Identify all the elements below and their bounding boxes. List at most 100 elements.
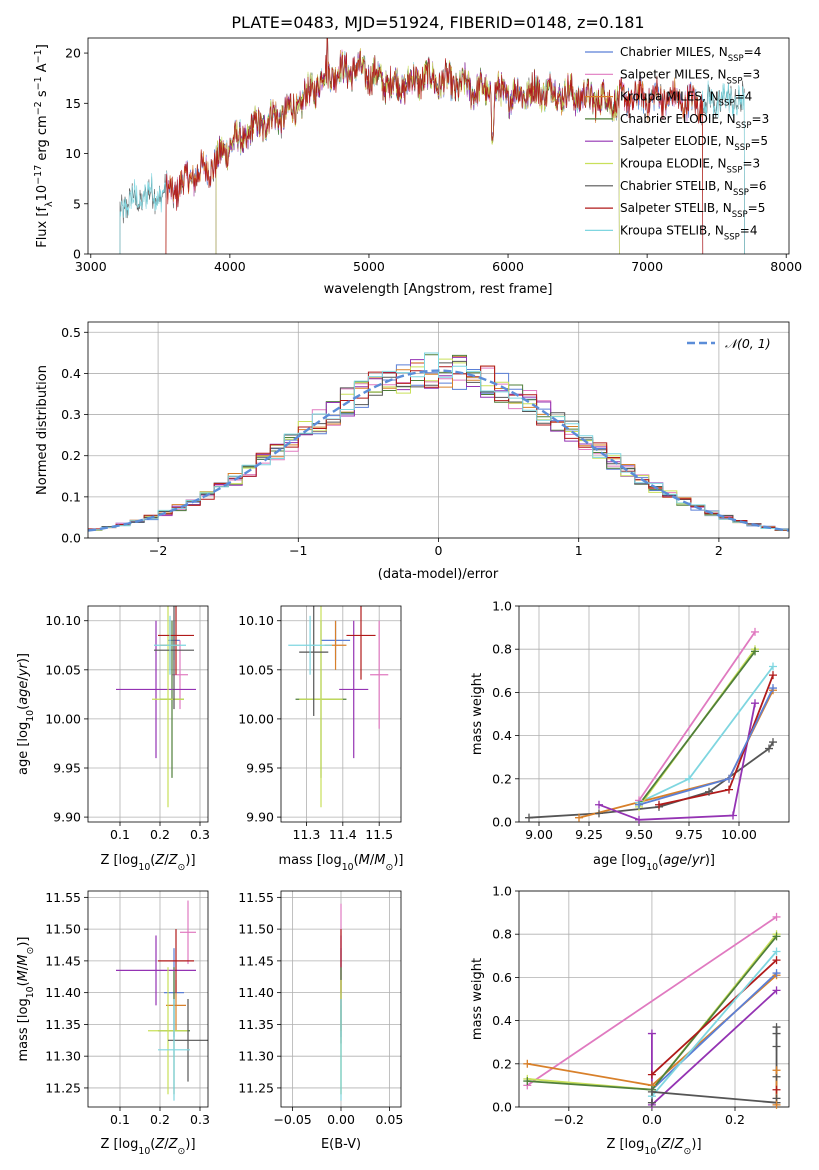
label-part: )] [705, 853, 715, 868]
y-axis-label: mass weight [470, 958, 485, 1040]
x-axis-label: E(B-V) [321, 1137, 361, 1152]
y-tick-label: 11.35 [238, 1017, 274, 1032]
x-tick-label: 0 [435, 543, 443, 558]
label-part: 10 [646, 862, 658, 873]
label-part: ⊙ [25, 947, 36, 955]
legend-label-n: =4 [735, 90, 753, 104]
axes-residuals: −2 −1 0 1 2 0.0 0.1 0.2 0.3 0.4 0.5 𝒩(0, 1) (data-mo… [35, 321, 790, 582]
y-tick-label: 0.8 [492, 642, 512, 657]
legend-label: Chabrier MILES, NSSP=4 [620, 45, 761, 64]
label-part: 10 [35, 185, 50, 202]
gaussian-curve [88, 369, 789, 532]
legend-label: 𝒩(0, 1) [725, 336, 771, 351]
weight-marker-salpeter_elodie [635, 815, 643, 824]
legend-label-n: =6 [749, 179, 767, 193]
label-part: mass [log [16, 998, 31, 1061]
legend-label: Kroupa STELIB, NSSP=4 [620, 223, 758, 242]
weight-marker-chabrier_elodie [523, 1077, 532, 1086]
x-tick-label: 2 [715, 543, 723, 558]
legend-label-main: Kroupa MILES, N [620, 90, 719, 104]
weight-marker-chabrier_stelib [772, 1029, 781, 1038]
weight-marker-kroupa_miles [772, 1100, 781, 1109]
legend-label: Salpeter STELIB, NSSP=5 [620, 201, 765, 220]
label-part: / [16, 676, 31, 681]
legend-label: Salpeter ELODIE, NSSP=5 [620, 134, 768, 153]
legend-label-n: =4 [740, 223, 758, 237]
label-part: / [164, 853, 169, 868]
label-part: ( [16, 981, 31, 986]
y-tick-label: 5 [73, 196, 81, 211]
weight-line-kroupa_stelib [638, 665, 774, 804]
y-tick-label: 0.2 [492, 1056, 512, 1071]
y-tick-label: 0.4 [492, 1013, 512, 1028]
weight-marker-kroupa_miles [523, 1059, 532, 1068]
legend-label-n: =5 [750, 134, 768, 148]
y-tick-label: 11.25 [238, 1080, 274, 1095]
label-part: Z [154, 1137, 165, 1152]
y-tick-label: 0 [73, 247, 81, 262]
label-part: ( [354, 853, 359, 868]
label-part: Z [log [100, 853, 138, 868]
legend-label-n: =5 [748, 201, 766, 215]
y-tick-label: 10.10 [238, 613, 274, 628]
legend-label-sub: SSP [732, 210, 748, 220]
legend-label-sub: SSP [728, 54, 744, 64]
weight-marker-salpeter_elodie [729, 811, 737, 820]
label-part: ⊙ [386, 862, 394, 873]
label-part: Z [168, 853, 179, 868]
label-part: yr [16, 661, 31, 677]
y-tick-label: 9.90 [246, 810, 274, 825]
label-part: / [16, 965, 31, 970]
plot-area [116, 606, 196, 808]
x-tick-label: 7000 [631, 259, 663, 274]
weight-line-chabrier_miles [651, 972, 778, 1091]
weight-marker-chabrier_miles [725, 774, 733, 783]
x-tick-label: 0.05 [375, 1112, 403, 1127]
axes-frame-group: −2 −1 0 1 2 0.0 0.1 0.2 0.3 0.4 0.5 𝒩(0, 1) (data-mo… [35, 321, 790, 582]
x-tick-label: 11.5 [365, 827, 393, 842]
axes-frame [280, 605, 402, 823]
x-tick-label: 10.00 [721, 827, 757, 842]
y-tick-label: 11.55 [238, 890, 274, 905]
axes-frame [87, 37, 790, 255]
weight-marker-chabrier_stelib [769, 738, 777, 747]
axes-age_vs_mass: 11.3 11.4 11.5 9.90 9.95 10.00 10.05 10.10 mass … [238, 605, 404, 873]
y-axis-label: age [log10(age/yr)] [16, 653, 36, 775]
y-tick-label: 11.40 [238, 985, 274, 1000]
y-tick-label: 10.00 [45, 711, 81, 726]
x-tick-label: 0.3 [190, 827, 210, 842]
label-part: M [16, 970, 31, 981]
x-tick-label: 5000 [353, 259, 385, 274]
label-part: Z [log [606, 1137, 644, 1152]
weight-marker-salpeter_elodie [772, 986, 781, 995]
label-part: )] [185, 1137, 195, 1152]
y-tick-label: 0.0 [492, 1100, 512, 1115]
x-axis-label: (data-model)/error [378, 567, 499, 582]
legend-label-main: Salpeter ELODIE, N [620, 134, 734, 148]
y-tick-label: 10.05 [45, 662, 81, 677]
weight-marker-chabrier_stelib [595, 809, 603, 818]
legend-label-n: =4 [744, 45, 762, 59]
label-part: M [374, 853, 385, 868]
y-tick-label: 11.55 [45, 890, 81, 905]
y-tick-label: 10.00 [238, 711, 274, 726]
legend-label: Chabrier ELODIE, NSSP=3 [620, 112, 769, 131]
weight-line-salpeter_stelib [651, 959, 778, 1076]
axes-frame-group: 0.1 0.2 0.3 11.25 11.30 11.35 11.40 11.45 11.50 1… [16, 890, 210, 1157]
weight-marker-salpeter_miles [751, 627, 759, 636]
x-axis-label: mass [log10(M/M⊙)] [279, 853, 404, 873]
weight-marker-salpeter_stelib [655, 800, 663, 809]
axes-frame-group: −0.2 0.0 0.20.00.20.40.60.81.0Z [log10(Z/Z… [470, 884, 790, 1157]
weight-marker-chabrier_miles [772, 969, 781, 978]
x-tick-label: 0.00 [327, 1112, 355, 1127]
y-axis-label: mass weight [470, 673, 485, 755]
y-tick-label: 11.25 [45, 1080, 81, 1095]
y-tick-label: 0.0 [61, 531, 81, 546]
label-part: −2 [33, 101, 44, 115]
x-tick-label: 0.2 [150, 1112, 170, 1127]
legend-label-n: =3 [752, 112, 770, 126]
x-tick-label: 11.3 [293, 827, 321, 842]
weight-marker-salpeter_stelib [772, 1085, 781, 1094]
y-tick-label: 0.1 [61, 489, 81, 504]
